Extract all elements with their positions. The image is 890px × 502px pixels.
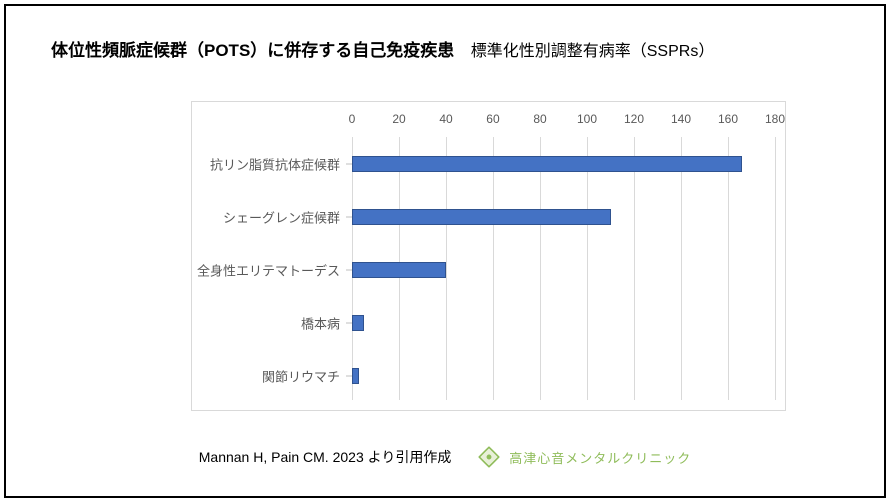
x-tick-label: 40 [439, 112, 452, 126]
chart-inner: 020406080100120140160180 抗リン脂質抗体症候群シェーグレ… [352, 112, 775, 400]
y-axis-label: 橋本病 [301, 313, 340, 332]
x-tick-label: 60 [486, 112, 499, 126]
clinic-name: 高津心音メンタルクリニック [509, 448, 691, 467]
title-main: 体位性頻脈症候群（POTS）に併存する自己免疫疾患 [51, 41, 454, 60]
bar-row [352, 315, 364, 331]
y-axis-label: 抗リン脂質抗体症候群 [210, 154, 340, 173]
gridline [634, 137, 635, 400]
x-tick-label: 20 [392, 112, 405, 126]
gridline [493, 137, 494, 400]
x-tick-label: 160 [718, 112, 738, 126]
bar [352, 209, 611, 225]
clinic-logo-wrap: 高津心音メンタルクリニック [475, 443, 691, 471]
bar [352, 262, 446, 278]
x-tick-label: 120 [624, 112, 644, 126]
x-tick-label: 140 [671, 112, 691, 126]
x-tick-label: 100 [577, 112, 597, 126]
bar [352, 156, 742, 172]
y-axis-label: 関節リウマチ [262, 366, 340, 385]
x-axis-ticks: 020406080100120140160180 [352, 112, 775, 137]
y-axis-label: シェーグレン症候群 [223, 207, 340, 226]
x-tick-label: 80 [533, 112, 546, 126]
slide-frame: 体位性頻脈症候群（POTS）に併存する自己免疫疾患 標準化性別調整有病率（SSP… [4, 4, 886, 498]
y-axis-label: 全身性エリテマトーデス [197, 260, 340, 279]
chart-container: 020406080100120140160180 抗リン脂質抗体症候群シェーグレ… [191, 101, 786, 411]
footer: Mannan H, Pain CM. 2023 より引用作成 高津心音メンタルク… [6, 443, 884, 471]
gridline [775, 137, 776, 400]
clinic-logo-icon [475, 443, 503, 471]
x-tick-label: 180 [765, 112, 785, 126]
gridline [587, 137, 588, 400]
bar-row [352, 209, 611, 225]
bar-row [352, 368, 359, 384]
plot-area: 抗リン脂質抗体症候群シェーグレン症候群全身性エリテマトーデス橋本病関節リウマチ [352, 137, 775, 400]
gridline [728, 137, 729, 400]
gridline [681, 137, 682, 400]
header: 体位性頻脈症候群（POTS）に併存する自己免疫疾患 標準化性別調整有病率（SSP… [51, 36, 839, 61]
x-tick-label: 0 [349, 112, 356, 126]
bar-row [352, 156, 742, 172]
bar [352, 315, 364, 331]
citation-text: Mannan H, Pain CM. 2023 より引用作成 [199, 447, 452, 467]
title-sub: 標準化性別調整有病率（SSPRs） [471, 43, 715, 60]
gridline [446, 137, 447, 400]
bar [352, 368, 359, 384]
bar-row [352, 262, 446, 278]
gridline [540, 137, 541, 400]
